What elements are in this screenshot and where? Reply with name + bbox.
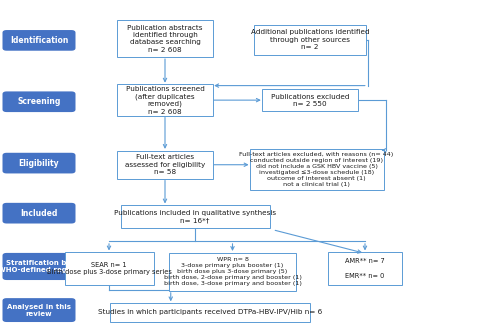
FancyBboxPatch shape: [2, 91, 76, 112]
Text: WPR n= 8
3-dose primary plus booster (1)
birth dose plus 3-dose primary (5)
birt: WPR n= 8 3-dose primary plus booster (1)…: [164, 257, 302, 287]
FancyBboxPatch shape: [120, 205, 270, 228]
FancyBboxPatch shape: [254, 25, 366, 55]
Text: Additional publications identified
through other sources
n= 2: Additional publications identified throu…: [250, 29, 370, 50]
Text: Publications screened
(after duplicates
removed)
n= 2 608: Publications screened (after duplicates …: [126, 86, 204, 115]
FancyBboxPatch shape: [2, 203, 76, 224]
Text: Eligibility: Eligibility: [18, 159, 59, 168]
FancyBboxPatch shape: [64, 252, 154, 286]
Text: Analysed in this
review: Analysed in this review: [7, 304, 71, 317]
Text: SEAR n= 1
Birth dose plus 3-dose primary series: SEAR n= 1 Birth dose plus 3-dose primary…: [46, 262, 172, 276]
Text: Full-text articles excluded, with reasons (n= 44)
conducted outside region of in: Full-text articles excluded, with reason…: [240, 152, 394, 187]
FancyBboxPatch shape: [117, 151, 213, 179]
Text: Included: Included: [20, 209, 58, 218]
FancyBboxPatch shape: [2, 153, 76, 173]
Text: Studies in which participants received DTPa-HBV-IPV/Hib n= 6: Studies in which participants received D…: [98, 309, 322, 315]
Text: Stratification by
WHO-defined region: Stratification by WHO-defined region: [0, 260, 80, 273]
FancyBboxPatch shape: [2, 253, 76, 280]
Text: Screening: Screening: [18, 97, 60, 106]
Text: Identification: Identification: [10, 36, 68, 45]
FancyBboxPatch shape: [262, 89, 358, 111]
Text: AMR** n= 7

EMR** n= 0: AMR** n= 7 EMR** n= 0: [345, 258, 385, 279]
FancyBboxPatch shape: [2, 298, 76, 322]
FancyBboxPatch shape: [328, 252, 402, 286]
Text: Publications excluded
n= 2 550: Publications excluded n= 2 550: [271, 93, 349, 107]
Text: Publication abstracts
identified through
database searching
n= 2 608: Publication abstracts identified through…: [127, 25, 203, 53]
FancyBboxPatch shape: [117, 84, 213, 116]
FancyBboxPatch shape: [117, 20, 213, 57]
FancyBboxPatch shape: [2, 30, 76, 51]
FancyBboxPatch shape: [110, 303, 310, 322]
Text: Full-text articles
assessed for eligibility
n= 58: Full-text articles assessed for eligibil…: [125, 154, 205, 175]
FancyBboxPatch shape: [169, 253, 296, 291]
Text: Publications included in qualitative synthesis
n= 16*†: Publications included in qualitative syn…: [114, 210, 276, 223]
FancyBboxPatch shape: [250, 149, 384, 190]
